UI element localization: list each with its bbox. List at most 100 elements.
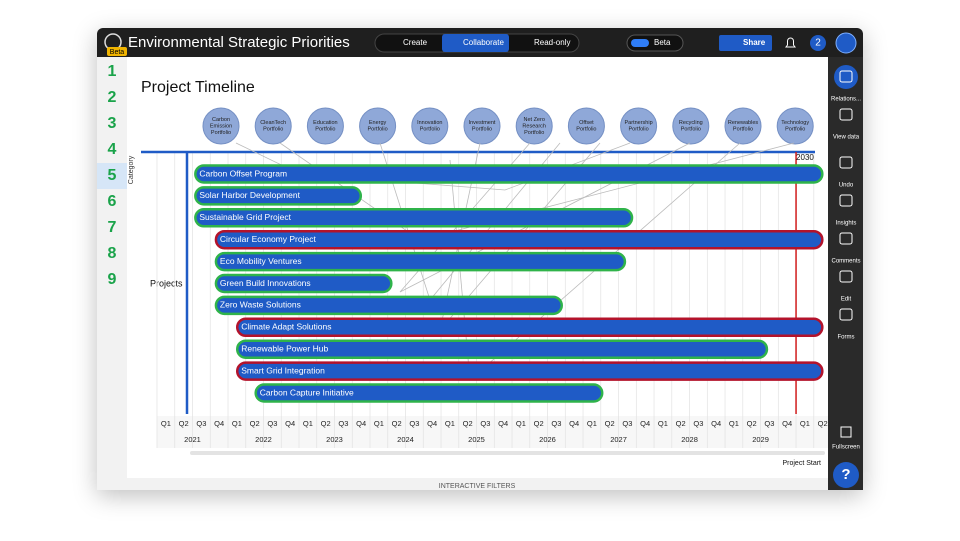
row-number-column (97, 57, 127, 490)
group-label: Projects (150, 278, 183, 288)
quarter-label: Q1 (658, 419, 668, 428)
sidebar-label[interactable]: Undo (839, 183, 854, 189)
year-label: 2028 (681, 435, 698, 444)
row-number[interactable]: 3 (108, 115, 117, 132)
project-bar[interactable] (214, 295, 563, 316)
scrollbar[interactable] (190, 451, 825, 455)
project-label: Climate Adapt Solutions (241, 322, 331, 332)
mode-readonly[interactable]: Read-only (534, 38, 570, 47)
quarter-label: Q3 (267, 419, 277, 428)
project-bar[interactable] (214, 251, 627, 272)
avatar[interactable] (835, 32, 857, 54)
node-label: Recycling (679, 120, 703, 126)
sidebar-label[interactable]: View data (833, 135, 860, 141)
node[interactable] (359, 107, 397, 145)
row-number[interactable]: 8 (108, 245, 117, 262)
quarter-label: Q1 (800, 419, 810, 428)
row-highlight (97, 163, 127, 189)
project-label: Eco Mobility Ventures (220, 256, 302, 266)
row-number[interactable]: 7 (108, 219, 117, 236)
sidebar-icon[interactable] (839, 156, 853, 169)
quarter-label: Q4 (356, 419, 366, 428)
quarter-label: Q2 (463, 419, 473, 428)
project-bar[interactable] (254, 383, 604, 403)
project-bar[interactable] (235, 339, 769, 359)
row-number[interactable]: 5 (108, 167, 117, 184)
node[interactable] (515, 107, 553, 145)
node[interactable] (254, 107, 292, 145)
node-label: Portfolio (576, 127, 596, 133)
row-number[interactable]: 2 (108, 89, 117, 106)
node[interactable] (620, 107, 658, 145)
row-number[interactable]: 6 (108, 193, 117, 210)
quarter-label: Q3 (338, 419, 348, 428)
quarter-label: Q3 (480, 419, 490, 428)
fullscreen-icon[interactable] (840, 426, 852, 438)
quarter-label: Q2 (818, 419, 828, 428)
project-label: Solar Harbor Development (199, 190, 300, 200)
node-label: Portfolio (368, 127, 388, 133)
notif-bg[interactable] (810, 35, 826, 51)
project-bar[interactable] (194, 186, 363, 206)
node[interactable] (724, 107, 762, 145)
mode-create[interactable]: Create (403, 38, 428, 47)
sidebar-icon[interactable] (839, 194, 853, 207)
sidebar-label[interactable]: Insights (836, 221, 857, 227)
quarter-label: Q1 (587, 419, 597, 428)
badge: Beta (110, 49, 125, 56)
sidebar-label[interactable]: Fullscreen (832, 445, 860, 451)
quarter-label: Q1 (374, 419, 384, 428)
node[interactable] (567, 107, 605, 145)
project-label: Zero Waste Solutions (220, 300, 301, 310)
node[interactable] (202, 107, 240, 145)
project-bar[interactable] (194, 164, 824, 184)
node[interactable] (672, 107, 710, 145)
bell[interactable] (785, 37, 796, 48)
project-bar[interactable] (235, 361, 824, 381)
sidebar-icon[interactable] (839, 232, 853, 245)
sidebar-label[interactable]: Edit (841, 297, 852, 303)
help[interactable]: ? (841, 466, 850, 483)
project-bar[interactable] (214, 229, 824, 250)
node-label: Energy (369, 120, 387, 126)
node-label: Innovation (417, 120, 442, 126)
node-label: Partnership (625, 120, 653, 126)
row-number[interactable]: 9 (108, 271, 117, 288)
quarter-label: Q1 (445, 419, 455, 428)
quarter-label: Q2 (179, 419, 189, 428)
node-label: Portfolio (420, 127, 440, 133)
node-label: Offset (579, 120, 594, 126)
node-label: Portfolio (524, 130, 544, 136)
toggle[interactable] (631, 39, 649, 47)
project-label: Carbon Capture Initiative (260, 387, 354, 397)
year-label: 2021 (184, 435, 201, 444)
quarter-label: Q2 (605, 419, 615, 428)
row-number[interactable]: 4 (108, 141, 117, 158)
year-label: 2025 (468, 435, 485, 444)
quarter-label: Q1 (232, 419, 242, 428)
sidebar-label[interactable]: Relations... (831, 97, 861, 103)
quarter-label: Q3 (409, 419, 419, 428)
row-number[interactable]: 1 (108, 63, 117, 80)
node[interactable] (776, 107, 814, 145)
node[interactable] (411, 107, 449, 145)
sidebar-icon[interactable] (839, 308, 853, 321)
project-bar[interactable] (235, 317, 824, 338)
help-bg[interactable] (833, 462, 859, 488)
mode-collaborate[interactable]: Collaborate (463, 38, 504, 47)
sidebar-icon[interactable] (839, 270, 853, 283)
sidebar-icon[interactable] (839, 70, 853, 83)
project-bar[interactable] (214, 273, 393, 294)
sidebar-label[interactable]: Forms (838, 335, 855, 341)
sidebar-icon[interactable] (839, 108, 853, 121)
filters-bar (127, 478, 828, 490)
filters-label[interactable]: INTERACTIVE FILTERS (439, 483, 516, 490)
year-label: 2027 (610, 435, 627, 444)
node[interactable] (306, 107, 344, 145)
share-button[interactable] (719, 35, 772, 51)
node[interactable] (463, 107, 501, 145)
project-bar[interactable] (194, 208, 634, 228)
sidebar-label[interactable]: Comments (831, 259, 860, 265)
quarter-label: Q1 (729, 419, 739, 428)
